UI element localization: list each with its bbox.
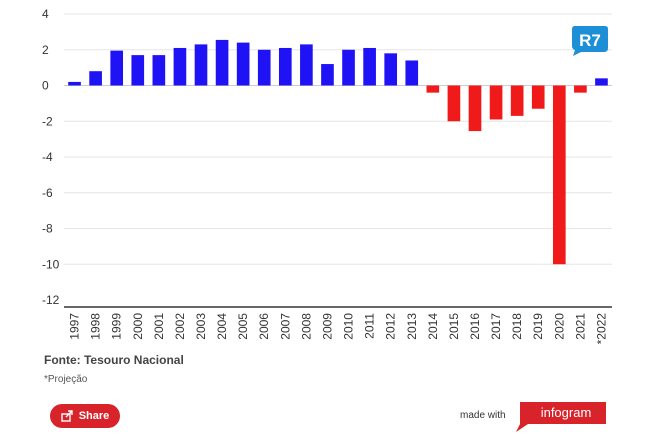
- y-tick-label: -6: [42, 186, 53, 200]
- y-tick-label: -10: [42, 257, 60, 271]
- x-tick-label: 2010: [342, 313, 356, 340]
- bar[interactable]: [278, 47, 292, 86]
- infogram-text: infogram: [541, 405, 592, 420]
- bar[interactable]: [405, 60, 419, 86]
- x-tick-label: 2013: [405, 313, 419, 340]
- y-tick-label: 4: [42, 7, 49, 21]
- y-tick-label: -4: [42, 150, 53, 164]
- x-tick-label: 2004: [215, 313, 229, 340]
- x-tick-label: 2018: [510, 313, 524, 340]
- x-tick-label: 2002: [173, 313, 187, 340]
- y-tick-label: 2: [42, 43, 49, 57]
- x-tick-label: 2014: [426, 313, 440, 340]
- x-tick-label: 1998: [89, 313, 103, 340]
- grid: [64, 13, 612, 308]
- x-tick-label: 2021: [573, 313, 587, 340]
- made-with-label: made with: [460, 410, 506, 421]
- bar[interactable]: [131, 55, 145, 86]
- source-label: Fonte: Tesouro Nacional: [44, 353, 184, 367]
- x-tick-label: 2009: [320, 313, 334, 340]
- x-tick-label: 2020: [552, 313, 566, 340]
- projection-note: *Projeção: [44, 374, 88, 385]
- y-tick-label: -12: [42, 293, 60, 307]
- bar[interactable]: [194, 44, 208, 86]
- x-tick-label: 2019: [531, 313, 545, 340]
- bars: [68, 39, 608, 265]
- x-tick-label: 2000: [131, 313, 145, 340]
- bar[interactable]: [236, 42, 250, 86]
- bar-chart: 4 2 0 -2 -4 -6 -8 -10 -12 1997 1998 1999 2000 2001 20…: [42, 7, 612, 345]
- x-tick-label: 2012: [384, 313, 398, 340]
- x-tick-label: 2016: [468, 313, 482, 340]
- bar[interactable]: [89, 71, 102, 86]
- logo-text: R7: [579, 31, 601, 50]
- bar[interactable]: [215, 39, 229, 86]
- share-button[interactable]: Share: [50, 404, 120, 428]
- bar[interactable]: [426, 85, 440, 93]
- share-label: Share: [78, 410, 110, 422]
- bar[interactable]: [257, 49, 271, 86]
- x-tick-label: 2017: [489, 313, 503, 340]
- bar[interactable]: [510, 85, 524, 116]
- r7-logo: R7: [571, 24, 609, 56]
- bar[interactable]: [110, 50, 124, 86]
- bar[interactable]: [531, 85, 545, 109]
- bar[interactable]: [384, 53, 398, 86]
- bar[interactable]: [173, 47, 187, 86]
- x-tick-label: 2008: [299, 313, 313, 340]
- x-tick-label: 2003: [194, 313, 208, 340]
- share-icon: [61, 410, 73, 422]
- bar[interactable]: [363, 47, 376, 86]
- x-tick-label: 2001: [152, 313, 166, 340]
- bar[interactable]: [321, 64, 334, 86]
- x-tick-label: 2011: [363, 313, 377, 339]
- x-tick-label: 2005: [236, 313, 250, 340]
- bar[interactable]: [595, 78, 608, 86]
- infogram-logo[interactable]: infogram: [516, 402, 606, 432]
- x-tick-label: 2015: [447, 313, 461, 340]
- y-tick-label: 0: [42, 79, 49, 93]
- bar[interactable]: [68, 81, 81, 86]
- x-tick-label: 2007: [278, 313, 292, 340]
- y-axis-labels: 4 2 0 -2 -4 -6 -8 -10 -12: [42, 7, 60, 307]
- x-tick-label: 1999: [110, 313, 124, 340]
- y-tick-label: -8: [42, 222, 53, 236]
- x-tick-label: 1997: [68, 313, 82, 340]
- bar[interactable]: [489, 85, 503, 120]
- bar[interactable]: [552, 85, 566, 265]
- bar[interactable]: [300, 44, 313, 86]
- bar[interactable]: [152, 55, 166, 86]
- bar[interactable]: [342, 49, 355, 86]
- y-tick-label: -2: [42, 114, 53, 128]
- x-tick-label: 2006: [257, 313, 271, 340]
- bar[interactable]: [468, 85, 482, 132]
- bar[interactable]: [574, 85, 587, 93]
- x-tick-label: *2022: [594, 313, 608, 345]
- bar[interactable]: [447, 85, 461, 122]
- x-axis-labels: 1997 1998 1999 2000 2001 2002 2003 2004 2005 2006…: [68, 313, 609, 345]
